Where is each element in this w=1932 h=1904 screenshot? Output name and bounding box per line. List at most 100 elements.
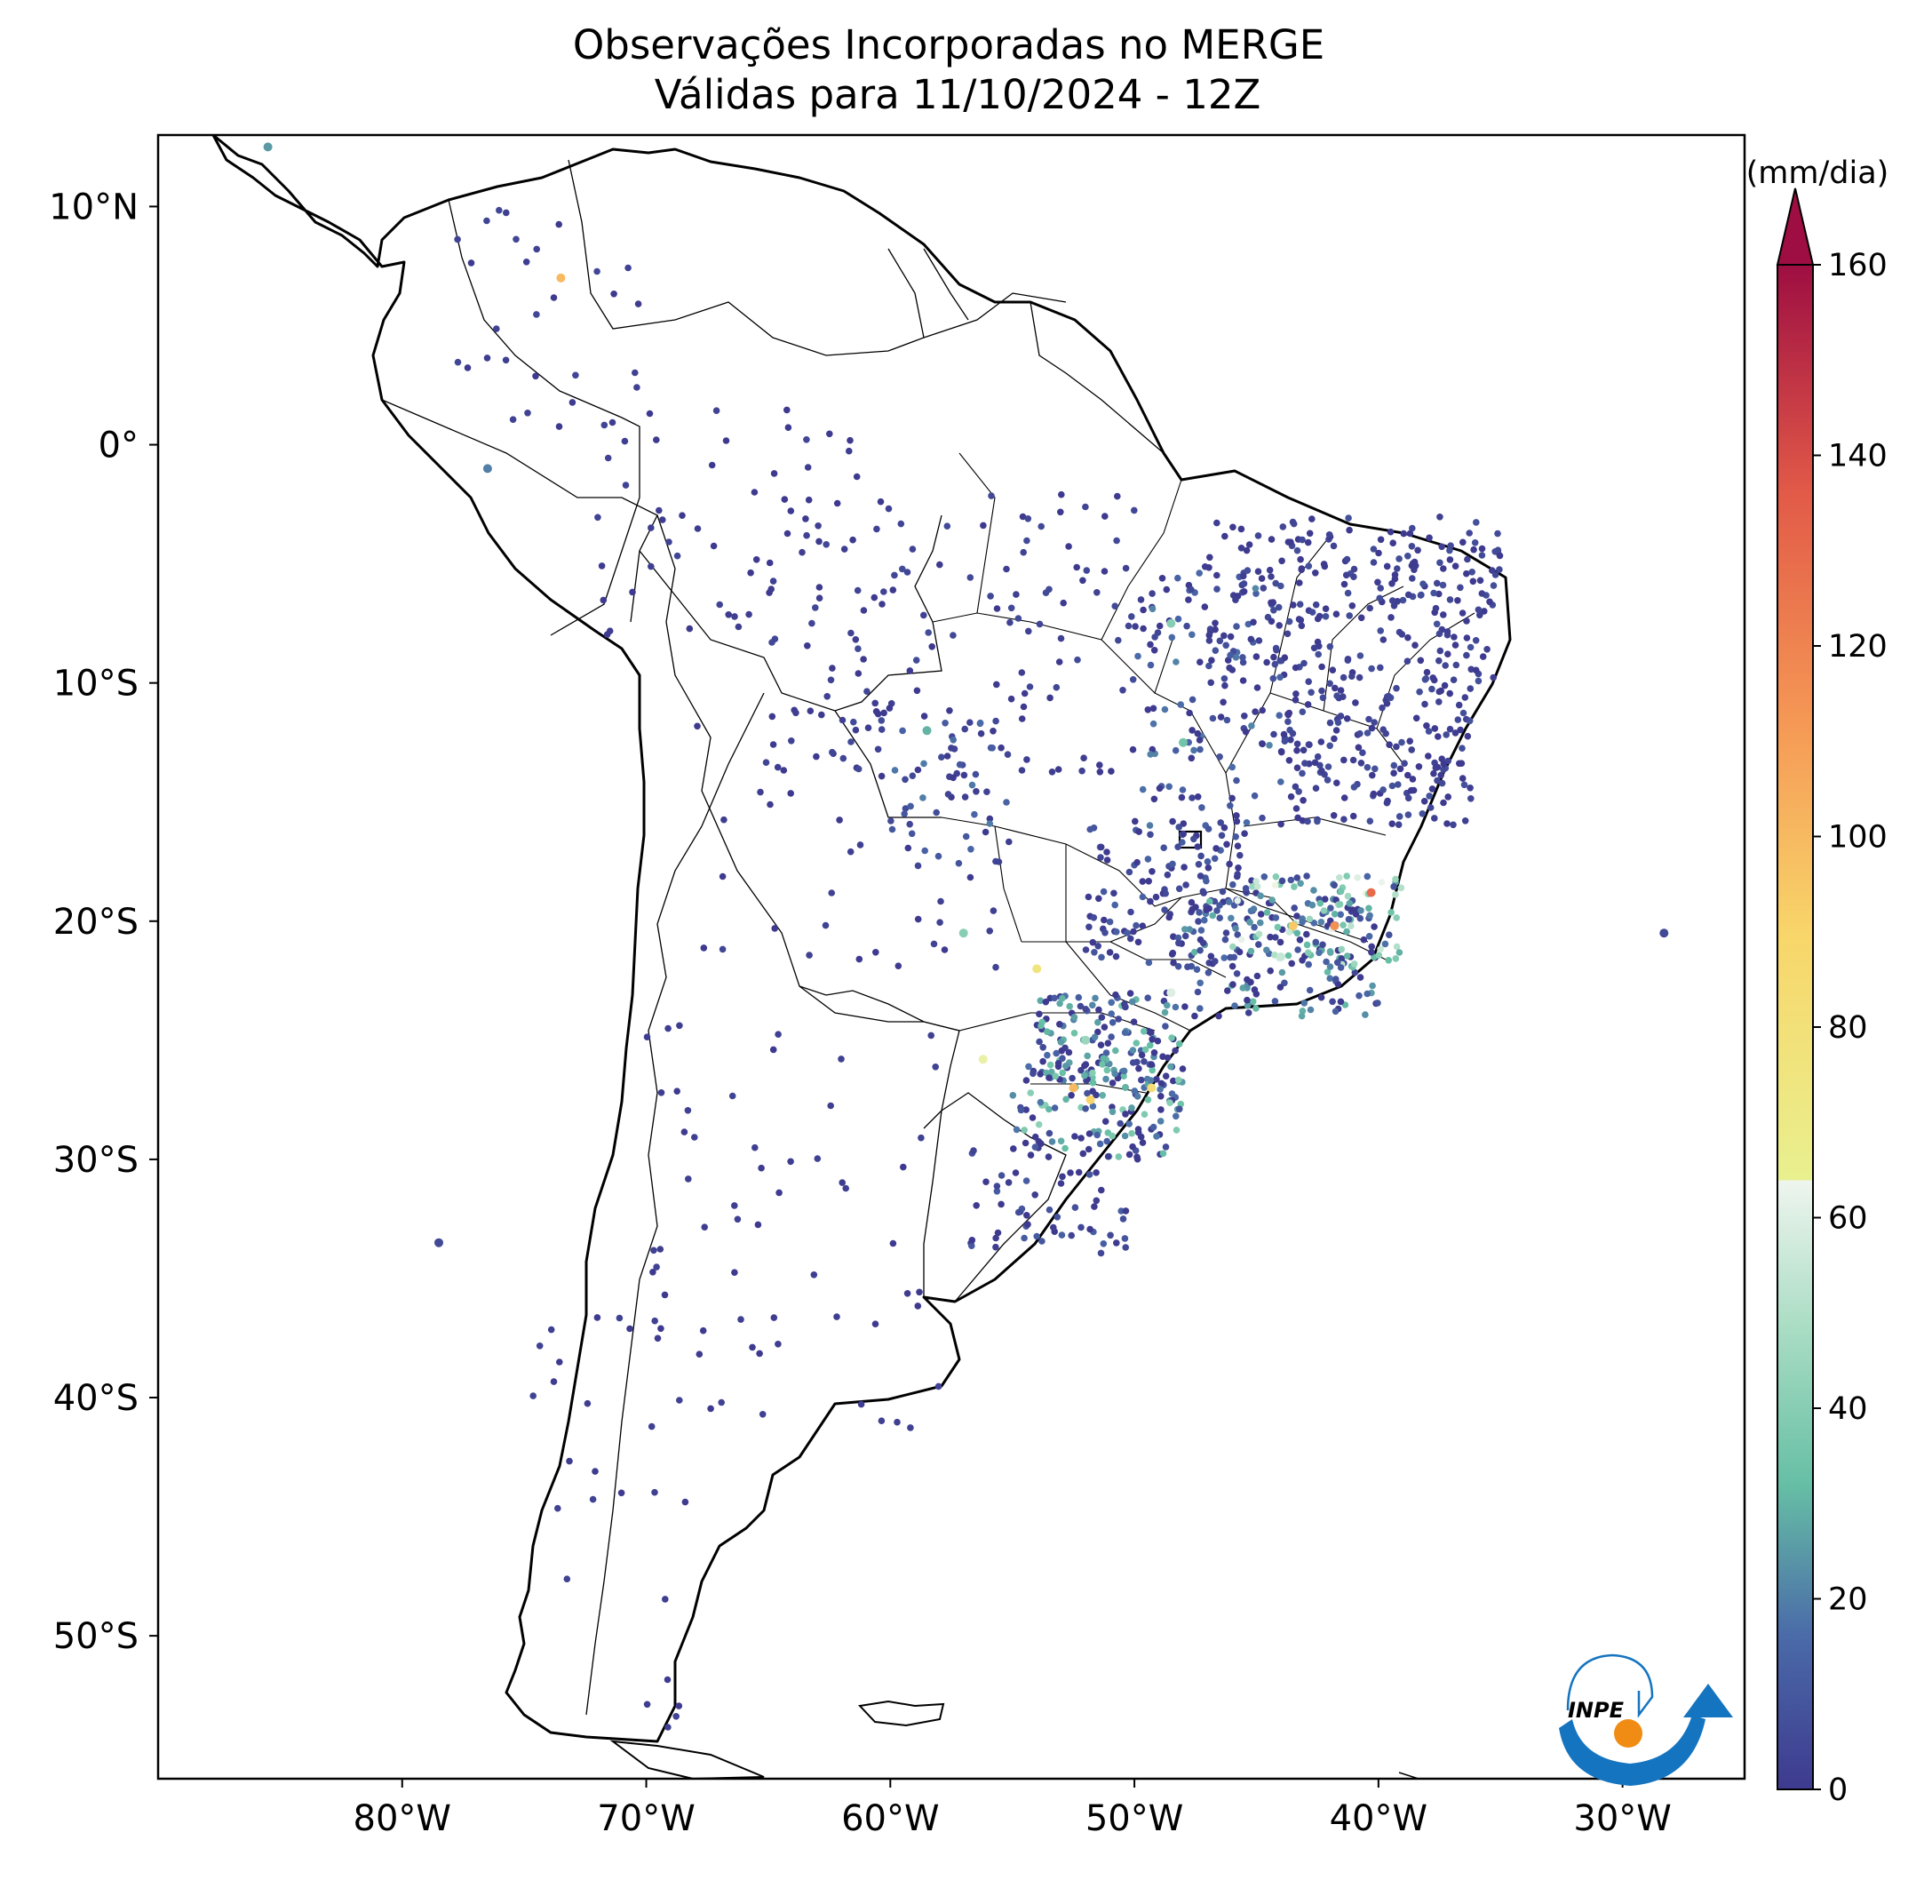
station-dot xyxy=(967,846,974,853)
station-dot xyxy=(1045,1153,1053,1160)
station-dot xyxy=(775,1341,782,1348)
station-dot xyxy=(1478,545,1486,553)
station-dot xyxy=(1114,492,1121,500)
station-dot xyxy=(769,578,777,585)
station-dot xyxy=(1131,1087,1139,1095)
station-dot xyxy=(1312,938,1320,946)
station-dot xyxy=(1149,868,1156,875)
station-dot xyxy=(1209,912,1216,920)
station-dot xyxy=(1091,1203,1098,1210)
station-dot xyxy=(1451,641,1459,649)
station-dot xyxy=(1027,1151,1035,1159)
station-dot xyxy=(759,1411,767,1418)
station-dot xyxy=(1298,622,1306,630)
station-dot xyxy=(1377,627,1384,634)
station-dot xyxy=(1323,958,1330,966)
station-dot xyxy=(1082,1006,1089,1013)
station-dot xyxy=(1320,561,1328,568)
station-dot xyxy=(1069,1074,1076,1082)
station-dot xyxy=(1250,905,1258,912)
station-dot xyxy=(1234,931,1241,938)
station-dot xyxy=(1075,1168,1083,1176)
station-dot xyxy=(1440,611,1447,618)
station-dot xyxy=(649,1269,656,1276)
station-dot xyxy=(1014,1208,1022,1216)
station-dot xyxy=(902,805,910,812)
station-dot xyxy=(1298,566,1305,573)
station-dot xyxy=(787,790,794,797)
station-dot xyxy=(1144,706,1152,713)
station-dot xyxy=(1089,1087,1096,1095)
station-dot xyxy=(1168,633,1176,641)
station-dot xyxy=(1157,1086,1164,1093)
station-dot xyxy=(1332,976,1340,983)
station-dot xyxy=(1071,1133,1078,1140)
station-dot xyxy=(1121,1000,1128,1008)
station-dot xyxy=(1092,994,1099,1002)
station-dot xyxy=(1139,785,1147,793)
station-dot xyxy=(1211,855,1219,863)
station-dot xyxy=(966,873,974,881)
station-dot xyxy=(1446,556,1454,563)
station-dot xyxy=(853,473,861,481)
station-dot xyxy=(1468,569,1475,576)
station-dot xyxy=(1094,943,1101,950)
inpe-logo: INPE xyxy=(1559,1653,1733,1786)
station-dot xyxy=(1244,620,1252,628)
station-dot xyxy=(839,754,847,762)
station-dot xyxy=(1191,1012,1198,1020)
station-dot xyxy=(1220,954,1228,961)
station-dot xyxy=(1374,1000,1381,1007)
station-dot xyxy=(1467,643,1475,651)
station-dot xyxy=(1144,856,1152,863)
station-dot xyxy=(1166,1099,1173,1106)
station-dot xyxy=(735,623,743,631)
station-dot xyxy=(1423,722,1430,729)
station-dot xyxy=(1037,1098,1045,1106)
station-dot xyxy=(1233,777,1240,785)
station-dot xyxy=(1292,805,1300,812)
station-dot xyxy=(1141,1058,1148,1065)
station-dot xyxy=(1442,662,1449,669)
station-dot xyxy=(754,1221,762,1229)
station-dot xyxy=(1357,907,1364,914)
station-dot xyxy=(1401,760,1408,767)
station-dot xyxy=(1463,570,1470,578)
station-dot xyxy=(1259,814,1266,822)
station-dot xyxy=(1188,754,1196,762)
station-dot xyxy=(1289,729,1297,737)
station-dot xyxy=(805,496,813,504)
station-dot xyxy=(1326,742,1333,750)
station-dot xyxy=(1317,993,1325,1001)
station-dot xyxy=(1239,658,1247,666)
station-dot xyxy=(942,720,949,727)
station-dot xyxy=(1157,1079,1165,1087)
station-dot xyxy=(1395,813,1403,820)
station-dot xyxy=(1026,683,1034,690)
station-dot xyxy=(1375,549,1382,557)
station-dot xyxy=(1270,607,1277,614)
station-dot xyxy=(1436,514,1443,521)
station-dot xyxy=(1340,794,1348,801)
station-dot xyxy=(1188,898,1196,906)
station-dot xyxy=(1308,515,1316,522)
station-dot xyxy=(1307,1006,1315,1014)
station-dot xyxy=(1093,1197,1101,1205)
title-line-2: Válidas para 11/10/2024 - 12Z xyxy=(655,71,1261,118)
station-dot xyxy=(1310,887,1317,894)
station-dot xyxy=(1101,916,1108,924)
station-dot xyxy=(1199,888,1207,896)
station-dot xyxy=(1147,1077,1155,1084)
station-dot xyxy=(634,300,642,307)
station-dot xyxy=(880,709,887,717)
station-dot xyxy=(1371,719,1378,726)
station-dot xyxy=(823,541,830,548)
station-dot xyxy=(1055,658,1063,665)
station-dot xyxy=(1417,657,1425,665)
station-dot xyxy=(1344,656,1352,663)
station-dot xyxy=(1052,1072,1060,1080)
station-dot xyxy=(1228,914,1235,922)
station-dot xyxy=(1349,756,1357,764)
station-dot xyxy=(1181,864,1188,871)
station-dot xyxy=(1173,1112,1180,1120)
